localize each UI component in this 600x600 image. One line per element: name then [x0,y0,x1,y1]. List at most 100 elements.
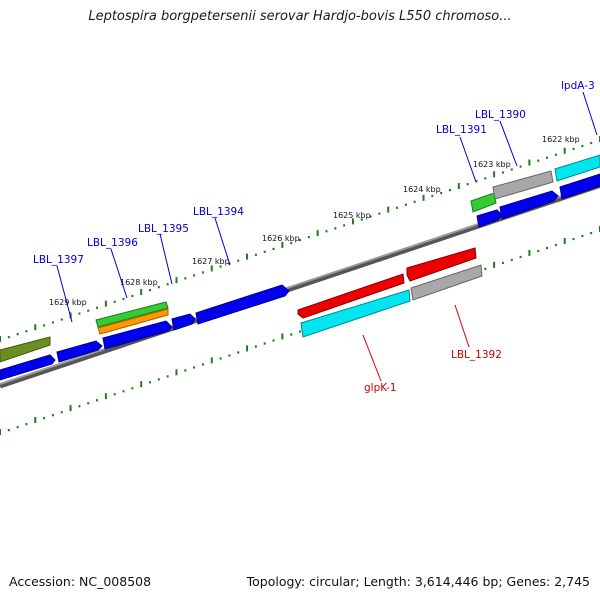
gene-red-1392[interactable] [406,247,477,282]
scale-tick [175,369,178,376]
kbp-label-1627: 1627 kbp [192,257,230,266]
scale-tick [554,153,557,156]
gene-label-glpk-1[interactable]: glpK-1 [364,382,397,394]
scale-tick [299,239,301,242]
scale-tick [16,426,19,429]
gene-orange-1396[interactable] [97,308,169,335]
gene-labels: LBL_1397 LBL_1396 LBL_1395 LBL_1394 LBL_… [33,80,595,394]
scale-tick [16,333,19,336]
scale-tick [501,261,504,265]
gene-blue-4[interactable] [171,313,196,331]
scale-tick [263,342,266,345]
scale-tick [60,318,63,321]
gene-blue-3[interactable] [102,320,173,350]
scale-tick [334,227,337,230]
scale-tick [290,333,293,336]
gene-blue-5[interactable] [195,284,290,325]
scale-tick [237,351,240,354]
gene-cyan-lpdA[interactable] [554,154,600,182]
scale-tick [369,215,372,218]
scale-tick [281,241,284,248]
scale-tick [519,255,522,259]
gene-label-lbl-1395[interactable]: LBL_1395 [138,223,189,235]
scale-tick [201,363,204,366]
scale-tick [404,203,407,206]
gene-gray-1392[interactable] [410,264,483,301]
scale-tick [60,411,63,414]
scale-tick [219,357,222,360]
gene-label-lbl-1396[interactable]: LBL_1396 [87,237,138,249]
scale-tick [519,165,522,168]
scale-tick [184,369,187,372]
gene-label-lbl-1392[interactable]: LBL_1392 [451,349,502,361]
scale-tick [581,234,584,238]
scale-tick [43,417,46,420]
kbp-label-1629: 1629 kbp [49,298,87,307]
gene-blue-7[interactable] [499,190,559,220]
gene-label-lbl-1397[interactable]: LBL_1397 [33,254,84,266]
scale-tick [113,393,116,396]
scale-tick [510,168,513,171]
scale-tick [254,253,257,256]
scale-tick [528,159,531,166]
scale-tick [457,183,460,190]
gene-label-lbl-1394[interactable]: LBL_1394 [193,206,244,218]
scale-tick [431,194,434,198]
scale-tick [25,330,28,333]
scale-tick [537,249,540,253]
scale-tick [140,381,143,388]
scale-tick [193,366,196,369]
gene-blue-8[interactable] [559,173,600,200]
scale-tick [466,183,469,186]
scale-tick [396,206,399,209]
label-leaders [56,91,598,382]
scale-tick [387,206,390,213]
scale-tick [563,237,566,244]
gene-blue-1[interactable] [0,354,56,381]
gene-gray-1390[interactable] [492,170,554,200]
gene-blue-6[interactable] [476,209,503,228]
gene-red-glpK[interactable] [297,273,405,319]
scale-tick [34,417,37,424]
gene-label-lbl-1391[interactable]: LBL_1391 [436,124,487,136]
scale-tick [572,147,575,151]
scale-tick [113,300,116,303]
gene-green-1396[interactable] [95,301,169,328]
scale-tick [546,246,549,250]
scale-tick [554,243,557,247]
scale-tick [51,321,54,324]
scale-tick [149,289,151,292]
scale-tick [290,241,293,245]
kbp-label-1623: 1623 kbp [473,160,511,169]
scale-tick [590,141,593,145]
scale-tick [378,212,381,215]
gene-blue-2[interactable] [56,340,103,363]
gene-label-lbl-1390[interactable]: LBL_1390 [475,109,526,121]
gene-green-1391[interactable] [470,192,497,213]
genome-summary: Topology: circular; Length: 3,614,446 bp… [246,574,590,589]
scale-tick [7,429,10,432]
scale-tick [131,294,134,298]
scale-tick [157,378,160,381]
kbp-label-1622: 1622 kbp [542,135,580,144]
scale-tick [69,405,72,412]
scale-tick [157,286,160,289]
gene-olive[interactable] [0,336,51,363]
accession-label: Accession: NC_008508 [9,574,152,589]
scale-tick [122,390,125,393]
kbp-label-1624: 1624 kbp [403,185,441,194]
scale-tick [272,339,275,342]
kbp-label-1625: 1625 kbp [333,211,371,220]
scale-tick [484,267,487,271]
scale-tick [122,297,125,301]
kbp-label-1626: 1626 kbp [262,234,300,243]
scale-tick [184,277,187,280]
scale-tick [360,218,363,221]
scale-tick [281,333,284,340]
scale-tick [175,277,178,284]
scale-tick [325,230,328,233]
gene-label-lpda-3[interactable]: lpdA-3 [561,80,595,92]
gene-cyan-glpK[interactable] [300,289,411,338]
scale-tick [201,271,204,274]
